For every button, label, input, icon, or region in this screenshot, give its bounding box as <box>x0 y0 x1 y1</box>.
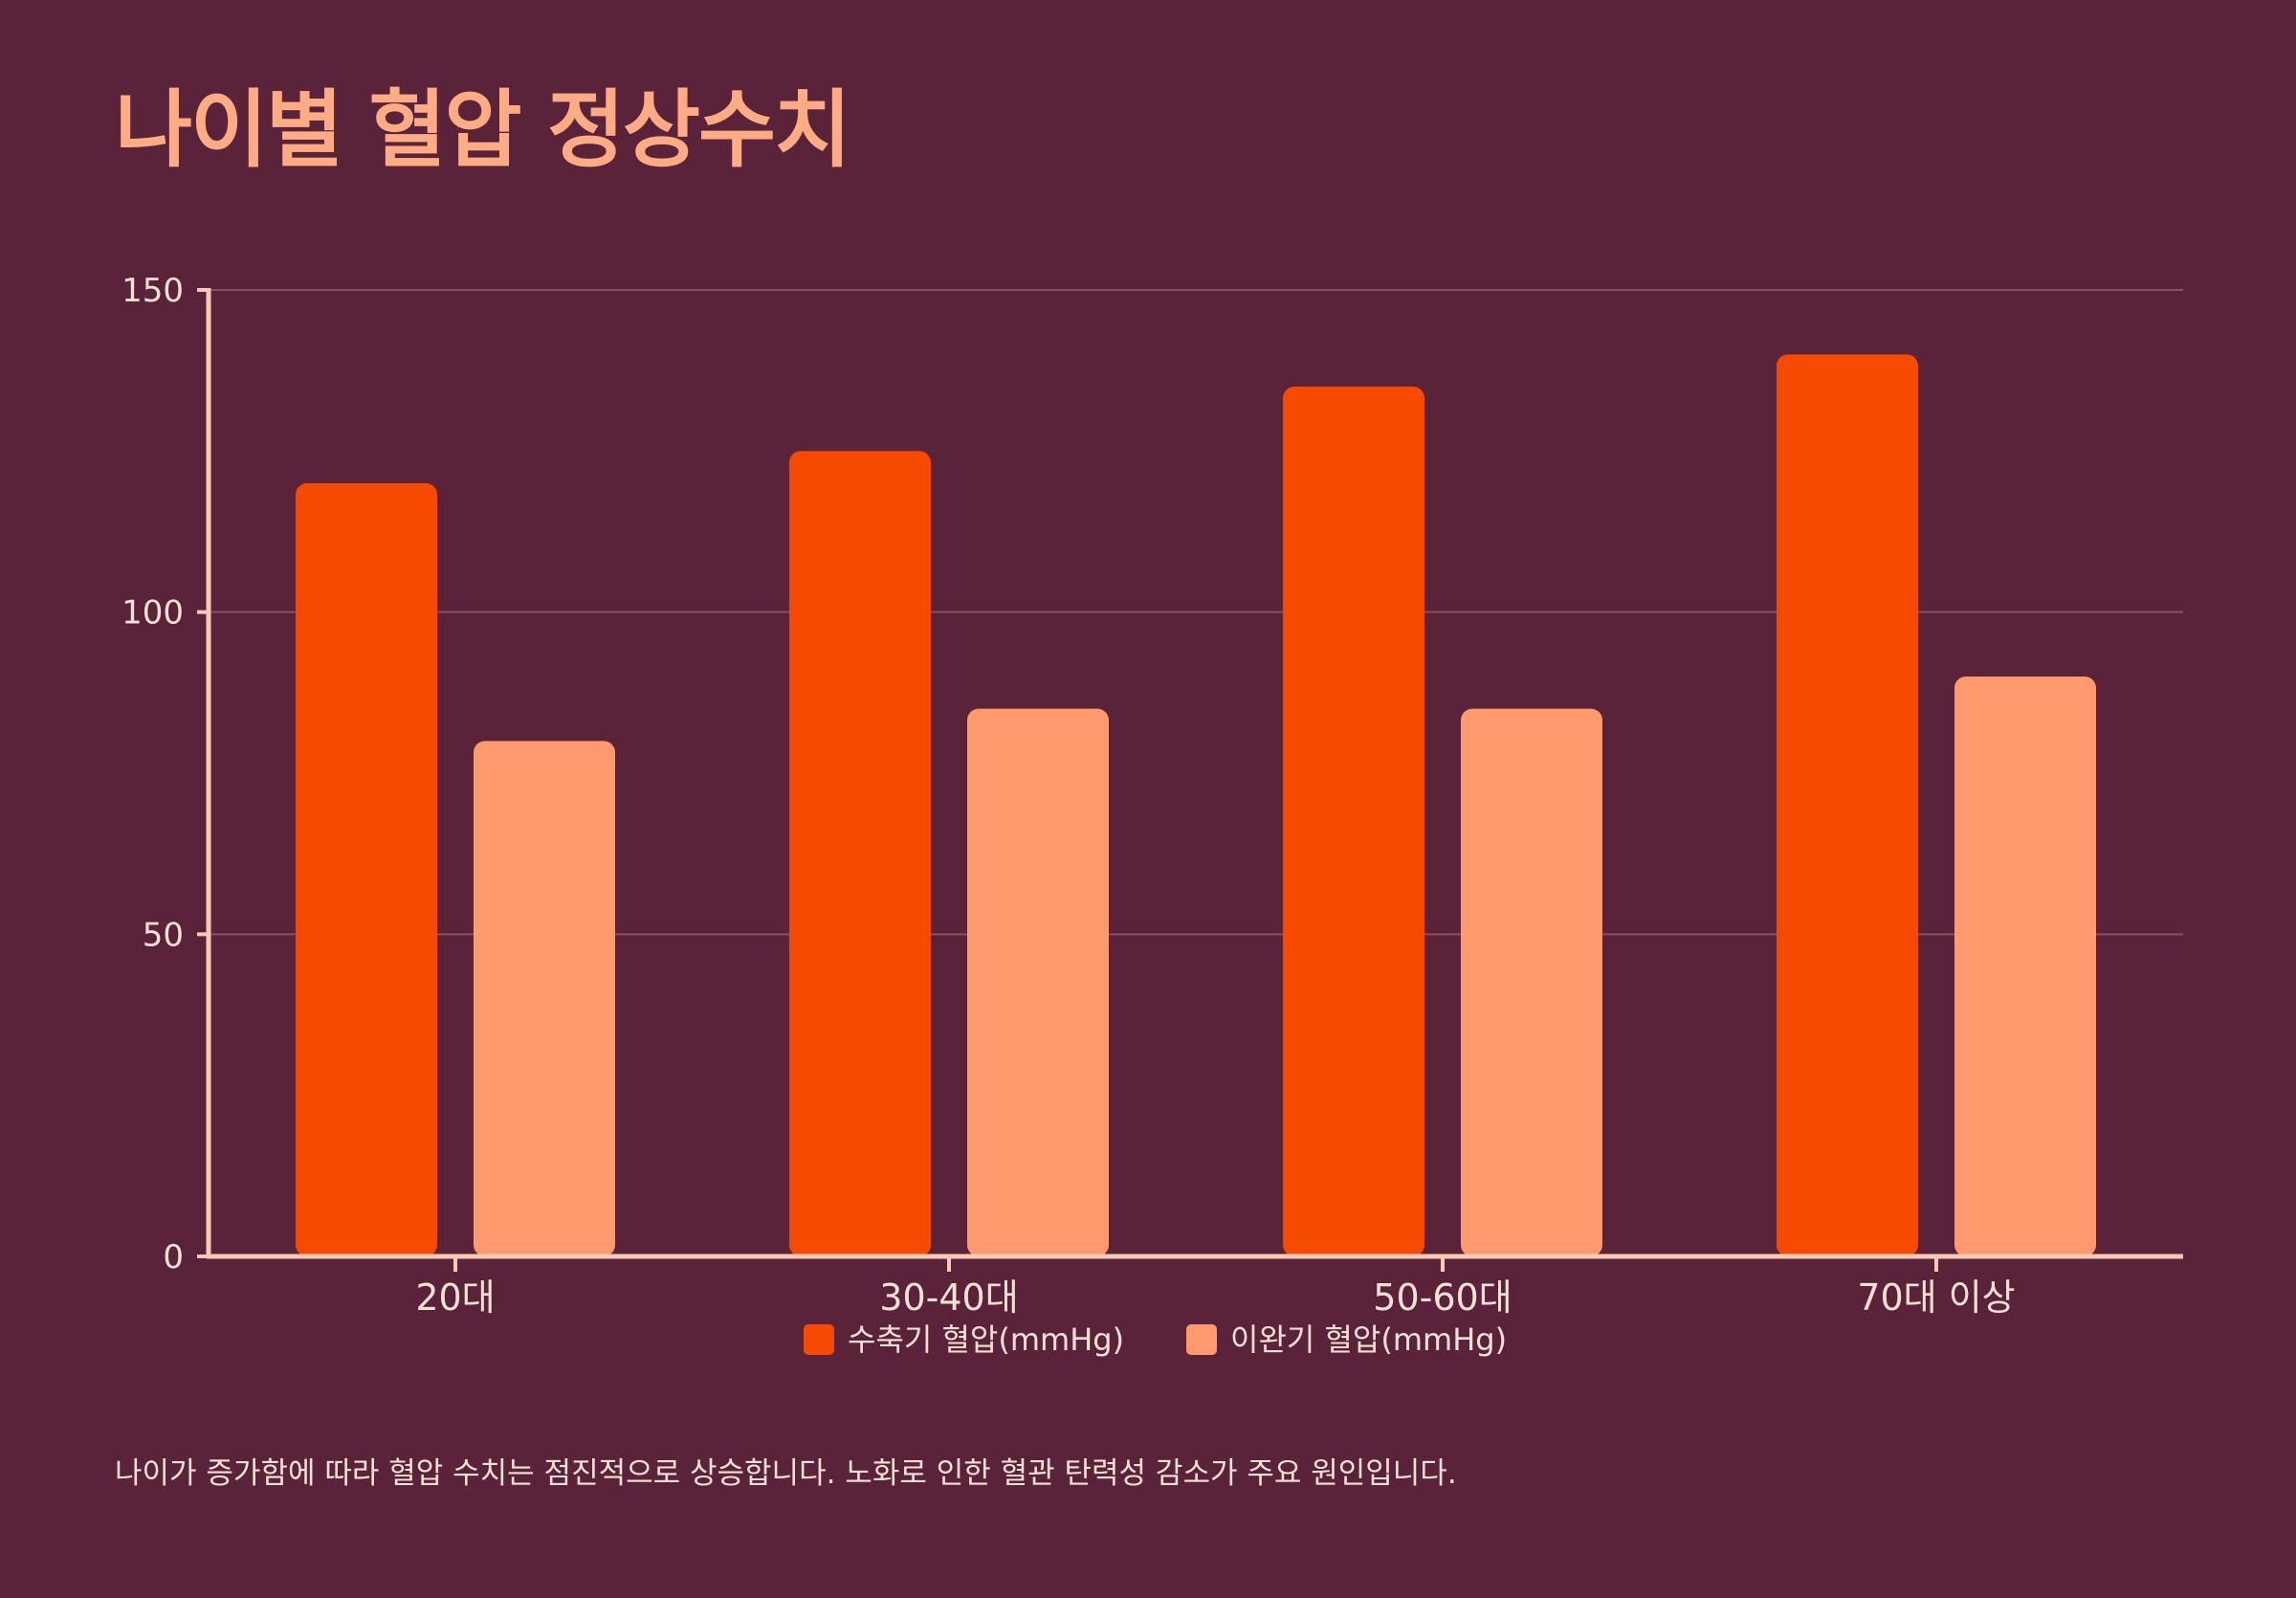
y-tick-label: 50 <box>143 916 184 954</box>
legend-label: 이완기 혈압(mmHg) <box>1230 1321 1507 1358</box>
x-tick-label: 30-40대 <box>879 1276 1018 1319</box>
bar-diastolic-3 <box>1954 677 2096 1256</box>
x-tick-label: 70대 이상 <box>1857 1276 2015 1319</box>
bar-diastolic-1 <box>967 708 1109 1256</box>
bar-systolic-2 <box>1283 387 1424 1256</box>
bar-diastolic-0 <box>474 741 615 1256</box>
chart-footnote: 나이가 증가함에 따라 혈압 수치는 점진적으로 상승합니다. 노화로 인한 혈… <box>115 1456 1457 1491</box>
legend-label: 수축기 혈압(mmHg) <box>848 1321 1124 1358</box>
bar-systolic-0 <box>296 483 437 1256</box>
legend-swatch-systolic <box>804 1324 834 1355</box>
bar-systolic-1 <box>789 451 931 1256</box>
y-tick-label: 100 <box>121 594 184 633</box>
x-tick-label: 20대 <box>415 1276 495 1319</box>
bar-systolic-3 <box>1777 354 1918 1256</box>
bar-diastolic-2 <box>1461 708 1602 1256</box>
legend-swatch-diastolic <box>1186 1324 1217 1355</box>
y-tick-label: 150 <box>121 272 184 310</box>
x-tick-label: 50-60대 <box>1373 1276 1512 1319</box>
chart-title: 나이별 혈압 정상수치 <box>115 80 851 179</box>
y-tick-label: 0 <box>163 1238 184 1276</box>
